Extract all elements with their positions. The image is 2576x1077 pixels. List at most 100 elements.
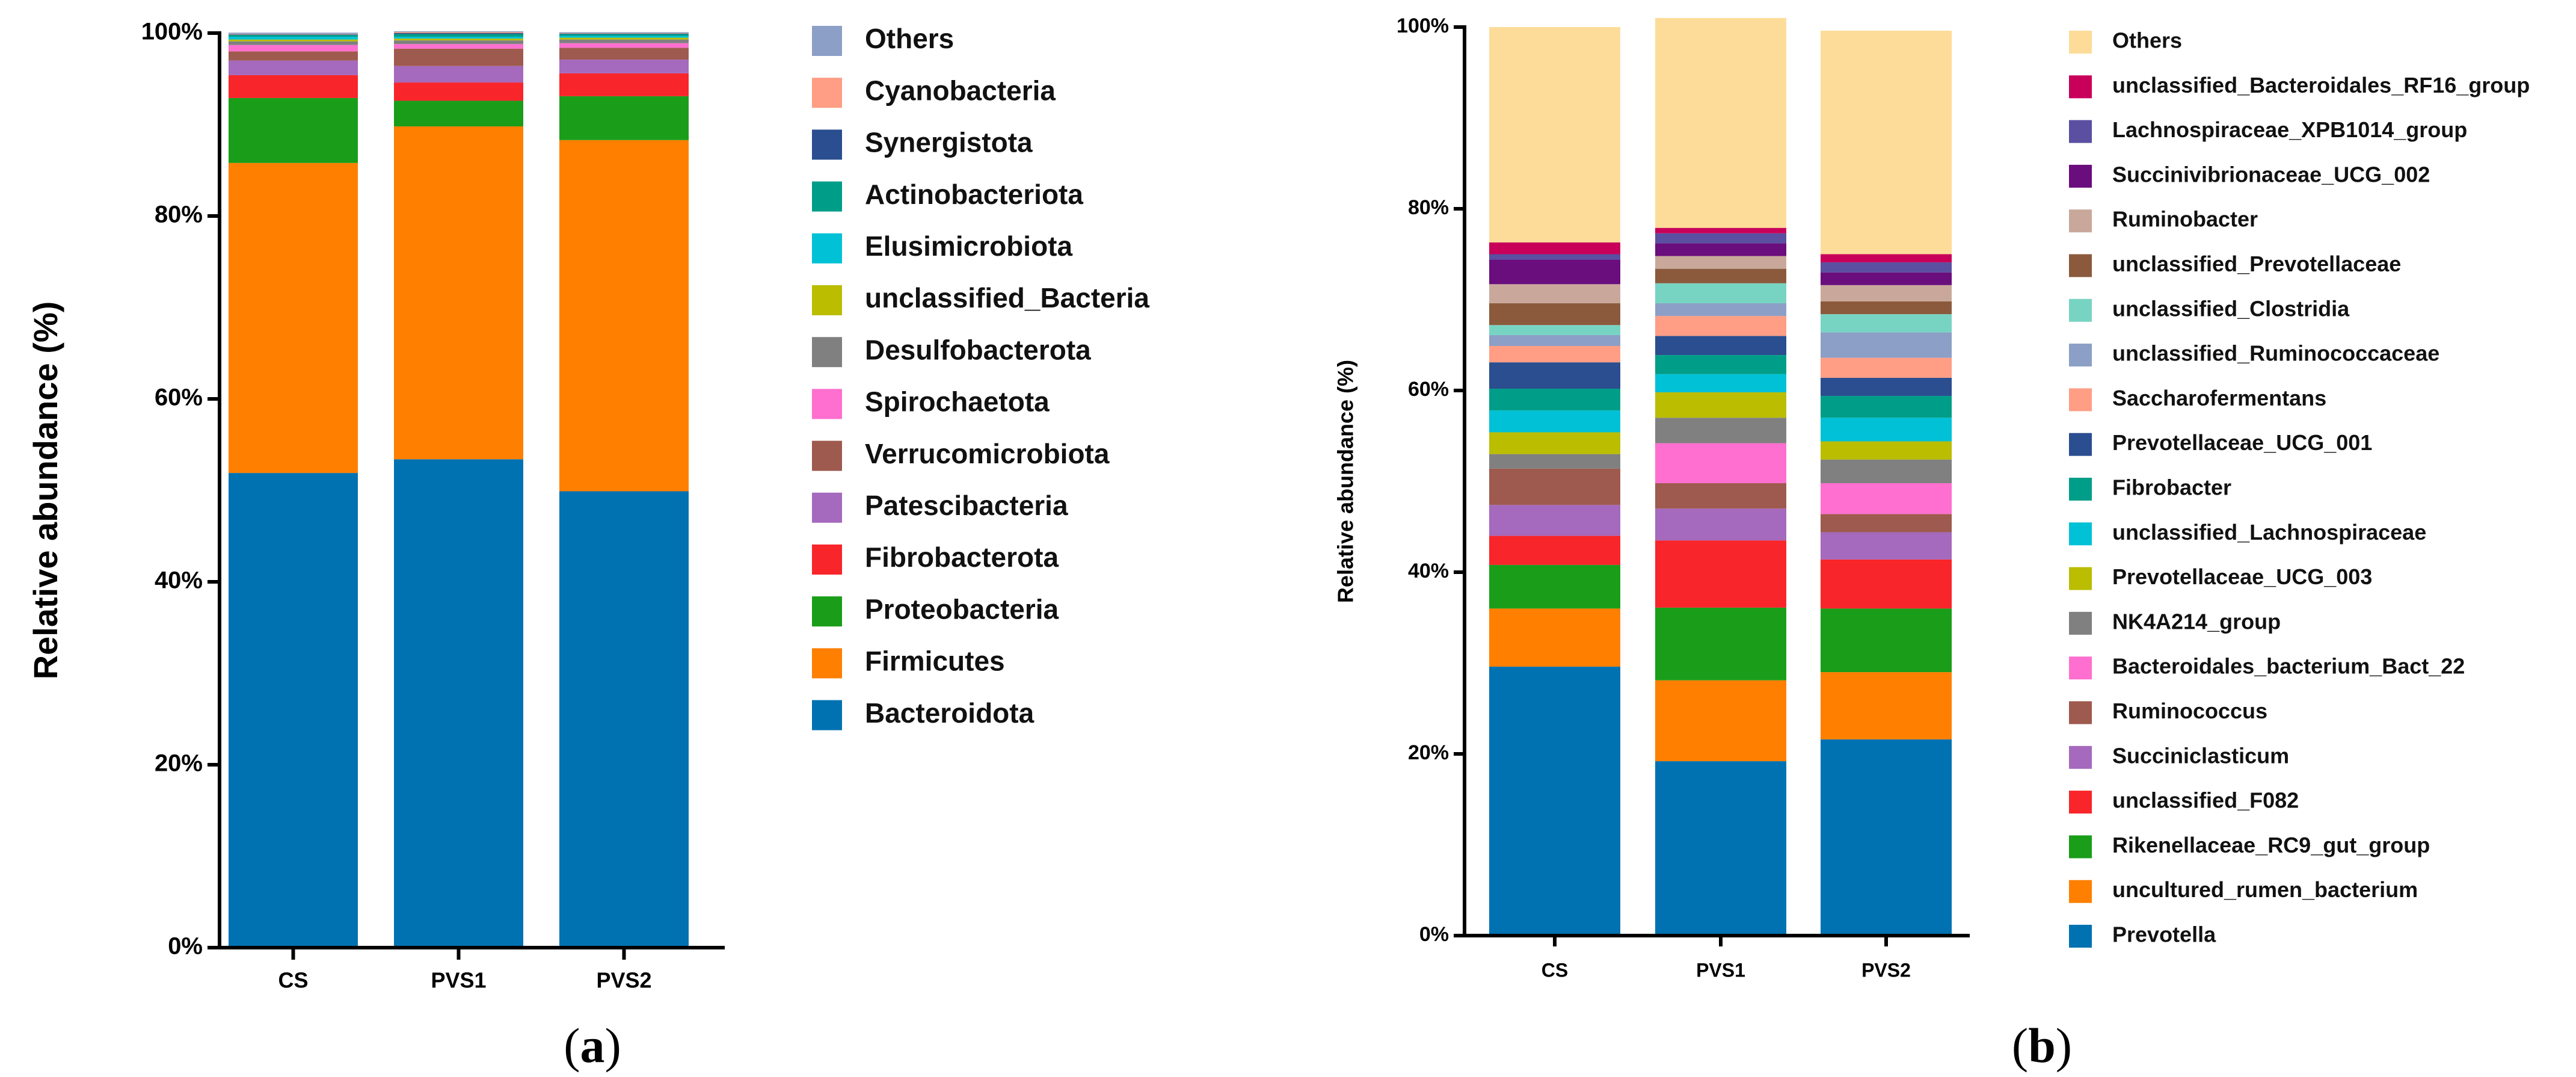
- b-legend-swatch: [2069, 522, 2092, 546]
- b-legend-label: unclassified_Lachnospiraceae: [2112, 520, 2426, 545]
- b-y-tick-label: 80%: [1408, 196, 1449, 219]
- b-legend-swatch: [2069, 478, 2092, 501]
- b-bar-pvs2-seg-11: [1821, 377, 1952, 397]
- b-legend-label: unclassified_Clostridia: [2112, 296, 2350, 321]
- a-legend-swatch: [812, 596, 842, 627]
- a-legend-label: Spirochaetota: [865, 386, 1050, 418]
- b-legend-swatch: [2069, 835, 2092, 859]
- a-bar-cs-seg-10: [229, 35, 358, 37]
- b-y-axis-title: Relative abundance (%): [1333, 360, 1358, 603]
- b-bar-cs-seg-13: [1489, 335, 1620, 347]
- b-bar-pvs1-seg-13: [1655, 303, 1786, 316]
- a-bar-pvs2-seg-2: [559, 96, 689, 140]
- a-legend-swatch: [812, 78, 842, 108]
- b-bar-cs-seg-16: [1489, 284, 1620, 304]
- b-bar-cs-seg-0: [1489, 667, 1620, 936]
- b-bar-pvs1-seg-17: [1655, 243, 1786, 256]
- b-bar-pvs1-seg-2: [1655, 607, 1786, 680]
- b-legend-swatch: [2069, 656, 2092, 680]
- b-bar-pvs2-seg-8: [1821, 441, 1952, 460]
- a-bar-pvs1-seg-7: [394, 40, 523, 45]
- a-bar-pvs2-seg-1: [559, 140, 689, 492]
- b-bar-cs-seg-15: [1489, 303, 1620, 326]
- a-legend-label: Elusimicrobiota: [865, 230, 1072, 262]
- b-bar-pvs2-seg-3: [1821, 559, 1952, 609]
- b-bar-pvs1-seg-6: [1655, 443, 1786, 484]
- panel-label-b: (b): [2012, 1018, 2072, 1073]
- a-bar-pvs2-seg-13: [559, 32, 689, 33]
- a-legend-swatch: [812, 389, 842, 419]
- a-bar-pvs1-seg-6: [394, 44, 523, 49]
- a-y-tick-label: 0%: [168, 933, 203, 960]
- a-bar-pvs2-seg-3: [559, 73, 689, 96]
- b-bar-pvs1-seg-3: [1655, 540, 1786, 608]
- b-bar-cs-seg-20: [1489, 27, 1620, 242]
- a-legend-label: Synergistota: [865, 127, 1033, 158]
- b-legend-swatch: [2069, 880, 2092, 903]
- a-legend-label: Patescibacteria: [865, 490, 1068, 521]
- b-legend-swatch: [2069, 31, 2092, 54]
- a-bar-pvs2-seg-9: [559, 35, 689, 38]
- b-bar-pvs1-seg-14: [1655, 283, 1786, 304]
- a-legend-swatch: [812, 700, 842, 730]
- b-bar-pvs2-seg-6: [1821, 483, 1952, 514]
- a-legend-swatch: [812, 129, 842, 160]
- a-bar-pvs2-seg-12: [559, 33, 689, 34]
- a-y-tick-label: 60%: [155, 384, 203, 411]
- b-bar-pvs1-seg-15: [1655, 268, 1786, 283]
- b-legend-label: Rikenellaceae_RC9_gut_group: [2112, 833, 2430, 857]
- a-legend-swatch: [812, 181, 842, 212]
- a-legend-label: Cyanobacteria: [865, 75, 1056, 106]
- b-bar-pvs2-seg-1: [1821, 672, 1952, 739]
- a-legend-swatch: [812, 648, 842, 679]
- b-legend-label: Prevotellaceae_UCG_001: [2112, 430, 2372, 455]
- b-bar-pvs2-seg-14: [1821, 314, 1952, 333]
- a-bar-pvs1-seg-11: [394, 33, 523, 34]
- b-bar-cs-seg-9: [1489, 410, 1620, 433]
- b-bar-pvs2-seg-19: [1821, 254, 1952, 263]
- b-legend-swatch: [2069, 701, 2092, 724]
- a-y-tick-label: 40%: [155, 567, 203, 594]
- b-bar-pvs2-seg-13: [1821, 332, 1952, 358]
- a-legend-label: Bacteroidota: [865, 697, 1034, 729]
- a-y-axis-title: Relative abundance (%): [26, 301, 64, 680]
- b-bar-pvs1-seg-1: [1655, 680, 1786, 762]
- b-bar-pvs2-seg-0: [1821, 739, 1952, 936]
- b-legend-swatch: [2069, 925, 2092, 948]
- a-legend-label: unclassified_Bacteria: [865, 282, 1149, 313]
- a-bar-cs-seg-1: [229, 162, 358, 474]
- a-bar-pvs2-seg-0: [559, 491, 689, 948]
- b-bar-pvs1-seg-0: [1655, 761, 1786, 936]
- a-bar-pvs2-seg-10: [559, 34, 689, 36]
- b-legend-swatch: [2069, 791, 2092, 814]
- b-bar-pvs1-seg-8: [1655, 392, 1786, 418]
- b-bar-pvs1-seg-19: [1655, 227, 1786, 233]
- a-bar-cs-seg-6: [229, 45, 358, 52]
- a-y-tick-label: 20%: [155, 750, 203, 777]
- b-bar-pvs1-seg-12: [1655, 316, 1786, 336]
- a-bar-pvs2-seg-8: [559, 37, 689, 40]
- b-legend-swatch: [2069, 75, 2092, 99]
- b-bar-cs-seg-14: [1489, 325, 1620, 335]
- a-bar-pvs2-seg-4: [559, 60, 689, 73]
- b-bar-cs-seg-3: [1489, 535, 1620, 565]
- b-legend-label: Ruminobacter: [2112, 207, 2258, 232]
- a-legend-label: Desulfobacterota: [865, 334, 1091, 365]
- b-legend-swatch: [2069, 120, 2092, 143]
- a-bar-pvs1-seg-13: [394, 31, 523, 32]
- b-legend-label: Ruminococcus: [2112, 699, 2267, 723]
- a-bar-pvs1-seg-8: [394, 39, 523, 41]
- a-legend-swatch: [812, 285, 842, 315]
- b-bar-pvs1-seg-10: [1655, 355, 1786, 374]
- b-legend-swatch: [2069, 611, 2092, 635]
- b-legend-label: Fibrobacter: [2112, 475, 2231, 500]
- a-bar-pvs1-seg-9: [394, 37, 523, 39]
- a-bar-pvs1-seg-0: [394, 459, 523, 948]
- b-bar-cs-seg-8: [1489, 432, 1620, 454]
- b-bar-pvs2-seg-17: [1821, 272, 1952, 285]
- a-bar-cs-seg-2: [229, 97, 358, 163]
- a-legend-swatch: [812, 492, 842, 523]
- b-bar-pvs1-seg-18: [1655, 233, 1786, 244]
- b-bar-pvs1-seg-11: [1655, 336, 1786, 356]
